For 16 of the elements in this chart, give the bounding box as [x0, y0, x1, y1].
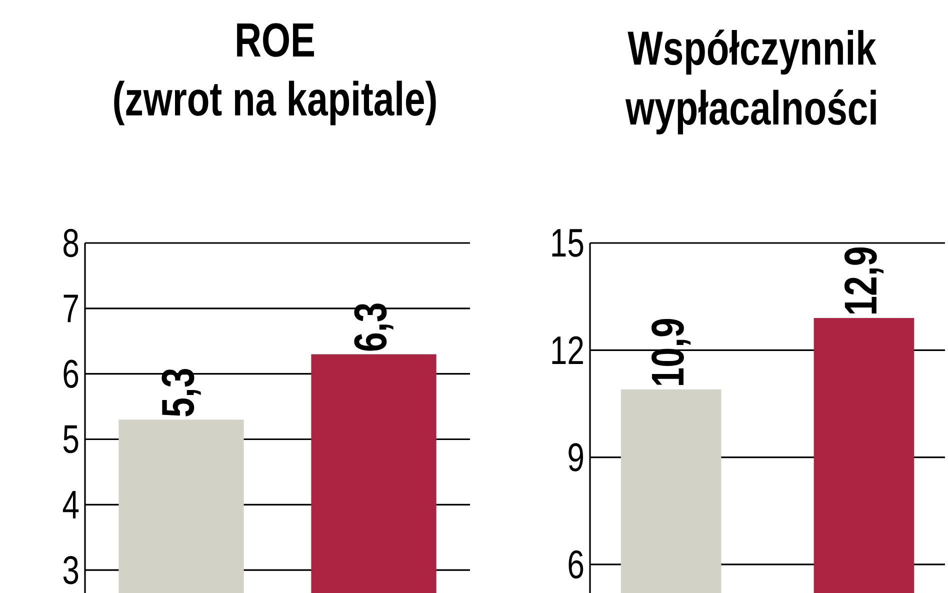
data-label: 6,3	[354, 304, 394, 351]
y-tick-label: 9	[568, 443, 584, 472]
chart-title: Współczynnik wypłacalności	[625, 30, 876, 134]
chart-subtitle: (zwrot na kapitale)	[114, 80, 436, 126]
data-label: 10,9	[651, 318, 691, 385]
y-tick-label: 8	[64, 228, 78, 258]
y-tick-label: 5	[63, 425, 78, 454]
y-tick-label: 3	[63, 556, 78, 584]
y-tick-label: 7	[64, 294, 78, 322]
chart-title: ROE	[237, 23, 314, 57]
y-tick-label: 4	[62, 490, 79, 518]
y-tick-label: 15	[552, 229, 584, 257]
data-label: 12,9	[844, 248, 884, 314]
y-tick-label: 12	[552, 336, 583, 364]
y-tick-label: 6	[64, 360, 78, 388]
y-tick-label: 6	[568, 550, 584, 579]
